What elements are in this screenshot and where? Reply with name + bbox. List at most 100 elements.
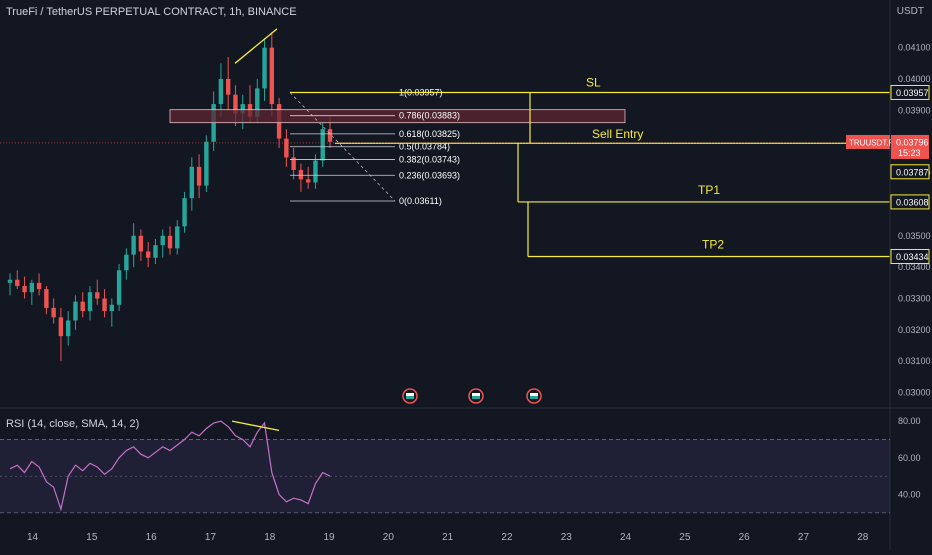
candle-body: [327, 129, 333, 142]
time-tick-label: 24: [620, 532, 632, 543]
sl-price-badge-text: 0.03957: [896, 88, 929, 98]
candle-body: [145, 251, 151, 258]
candle-body: [65, 320, 71, 337]
tp2-annotation: TP2: [702, 237, 724, 251]
time-tick-label: 14: [27, 532, 39, 543]
candle-body: [291, 157, 296, 170]
rsi-level-label: 60.00: [898, 453, 921, 463]
sell-entry-zone[interactable]: [169, 109, 626, 124]
candle-body: [116, 270, 122, 305]
time-tick-label: 25: [679, 532, 691, 543]
tp1-price-badge-text: 0.03608: [896, 197, 929, 207]
candle-body: [131, 235, 136, 255]
candle-body: [218, 78, 224, 105]
time-tick-label: 15: [86, 532, 98, 543]
trade-levels[interactable]: SL Sell Entry TP1 TP2: [0, 75, 890, 258]
candle-body: [160, 235, 165, 246]
time-tick-label: 26: [739, 532, 751, 543]
rsi-pane[interactable]: 80.00 60.00 40.00: [0, 416, 921, 514]
price-tick-label: 0.03100: [898, 356, 931, 366]
candle-body: [36, 282, 42, 290]
candle-body: [240, 104, 245, 114]
candle-body: [58, 317, 64, 337]
time-tick-label: 17: [205, 532, 217, 543]
candle-body: [29, 282, 35, 293]
divergence-line-rsi[interactable]: [231, 420, 280, 431]
time-axis: 14 15 16 17 18 19 20 21 22 23 24 25 26 27 28: [27, 532, 869, 543]
time-tick-label: 19: [324, 532, 336, 543]
currency-label: USDT: [896, 6, 924, 17]
candle-body: [189, 166, 195, 199]
candle-body: [196, 166, 202, 186]
candle-body: [22, 285, 27, 293]
sell-entry-annotation: Sell Entry: [592, 127, 643, 141]
time-tick-label: 16: [146, 532, 158, 543]
entry-price-badge: [890, 164, 930, 180]
time-tick-label: 28: [857, 532, 869, 543]
time-tick-label: 22: [501, 532, 513, 543]
candle-body: [313, 160, 318, 183]
candle-body: [269, 47, 275, 105]
fib-trend-line: [289, 92, 396, 202]
fib-level-label: 0.786(0.03883): [399, 111, 460, 121]
candle-body: [233, 94, 238, 114]
price-tick-label: 0.04100: [898, 43, 931, 53]
candle-body: [182, 198, 187, 227]
candle-body: [298, 169, 304, 180]
time-tick-label: 21: [442, 532, 454, 543]
candle-body: [320, 129, 325, 161]
candle-body: [225, 78, 231, 95]
price-tick-label: 0.03900: [898, 105, 931, 115]
earnings-event-icon[interactable]: [468, 388, 484, 404]
candle-body: [7, 279, 13, 283]
rsi-line[interactable]: [9, 420, 331, 512]
price-pane[interactable]: [7, 28, 626, 404]
time-tick-label: 18: [264, 532, 276, 543]
candle-body: [95, 292, 100, 299]
symbol-badge-text: TRUUSDT.P: [849, 138, 894, 147]
candle-body: [87, 292, 93, 312]
time-tick-label: 23: [561, 532, 573, 543]
fib-level-label: 0.5(0.03784): [399, 142, 450, 152]
fib-level-label: 0.236(0.03693): [399, 170, 460, 180]
earnings-event-icon[interactable]: [402, 388, 418, 404]
symbol-badge: [846, 134, 890, 149]
price-tick-label: 0.03500: [898, 231, 931, 241]
candle-body: [175, 226, 180, 249]
candle-body: [255, 88, 260, 117]
candle-body: [262, 47, 267, 89]
candle-body: [124, 254, 129, 271]
candle-body: [138, 235, 144, 252]
earnings-event-icon[interactable]: [526, 388, 542, 404]
countdown-text: 15:23: [898, 148, 921, 158]
current-price-badge: [891, 134, 929, 159]
candle-body: [80, 301, 85, 312]
fib-level-label: 0.618(0.03825): [399, 129, 460, 139]
tp2-price-badge-text: 0.03434: [896, 252, 929, 262]
price-tick-label: 0.03400: [898, 262, 931, 272]
candle-body: [284, 138, 289, 158]
candle-body: [305, 179, 311, 183]
price-tick-label: 0.03200: [898, 325, 931, 335]
tp2-price-badge: [890, 248, 930, 264]
sl-annotation: SL: [586, 75, 601, 89]
candle-body: [153, 245, 158, 258]
candle-body: [73, 301, 78, 321]
rsi-title: RSI (14, close, SMA, 14, 2): [6, 418, 140, 430]
candle-body: [204, 141, 209, 186]
candle-body: [51, 307, 56, 318]
divergence-line-price[interactable]: [234, 28, 278, 64]
candle-body: [109, 304, 115, 312]
chart-title: TrueFi / TetherUS PERPETUAL CONTRACT, 1h…: [6, 6, 297, 18]
candle-body: [15, 279, 20, 286]
entry-price-badge-text: 0.03787: [896, 167, 929, 177]
rsi-level-label: 80.00: [898, 416, 921, 426]
candle-body: [102, 298, 107, 312]
fib-level-label: 0.382(0.03743): [399, 155, 460, 165]
candle-body: [44, 289, 49, 308]
tp1-annotation: TP1: [698, 183, 720, 197]
price-tick-label: 0.04000: [898, 74, 931, 84]
